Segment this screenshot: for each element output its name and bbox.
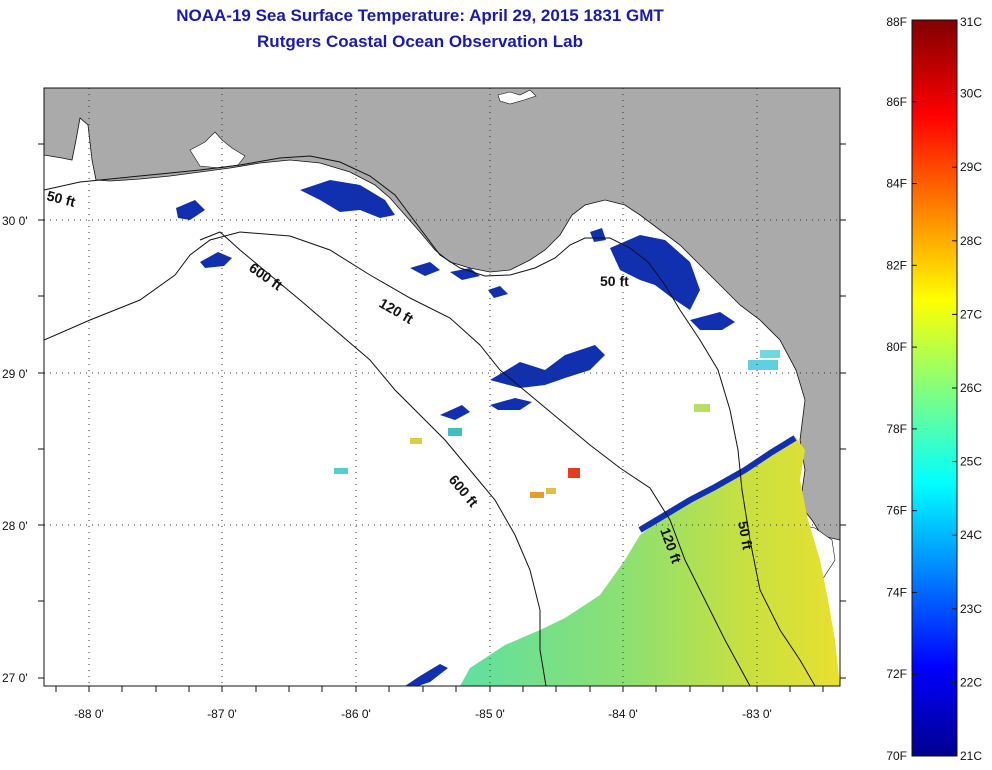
colorbar-c-label: 25C bbox=[960, 455, 982, 469]
lon-label-88: -88 0' bbox=[74, 707, 104, 721]
colorbar-f-label: 82F bbox=[886, 258, 907, 272]
lon-label-87: -87 0' bbox=[207, 707, 237, 721]
contour-label-50ft: 50 ft bbox=[45, 187, 77, 210]
bathymetry-contours bbox=[44, 155, 816, 686]
lat-ticks bbox=[38, 143, 846, 679]
lat-label-30: 30 0' bbox=[2, 214, 28, 228]
lat-label-28: 28 0' bbox=[2, 519, 28, 533]
colorbar-celsius-labels: 31C 30C 29C 28C 27C 26C 25C 24C 23C 22C 21C bbox=[960, 15, 982, 763]
colorbar-f-label: 70F bbox=[886, 749, 907, 763]
colorbar-f-label: 76F bbox=[886, 504, 907, 518]
colorbar-c-label: 26C bbox=[960, 381, 982, 395]
colorbar-f-label: 80F bbox=[886, 340, 907, 354]
lat-label-27: 27 0' bbox=[2, 671, 28, 685]
lat-label-29: 29 0' bbox=[2, 367, 28, 381]
colorbar-c-label: 24C bbox=[960, 528, 982, 542]
lon-ticks bbox=[55, 686, 824, 692]
colorbar-c-label: 28C bbox=[960, 234, 982, 248]
island bbox=[497, 89, 537, 105]
colorbar-f-label: 74F bbox=[886, 585, 907, 599]
colorbar-c-label: 31C bbox=[960, 15, 982, 29]
colorbar-f-label: 78F bbox=[886, 422, 907, 436]
colorbar-c-label: 22C bbox=[960, 675, 982, 689]
colorbar bbox=[911, 19, 958, 757]
colorbar-c-label: 29C bbox=[960, 160, 982, 174]
bay bbox=[189, 131, 246, 169]
colorbar-f-label: 84F bbox=[886, 177, 907, 191]
colorbar-c-label: 30C bbox=[960, 87, 982, 101]
cold-front-edge bbox=[638, 435, 797, 533]
colorbar-ticks bbox=[912, 19, 957, 757]
map-frame bbox=[43, 87, 841, 687]
lon-label-84: -84 0' bbox=[608, 707, 638, 721]
colorbar-fahrenheit-labels: 88F 86F 84F 82F 80F 78F 76F 74F 72F 70F bbox=[886, 15, 907, 763]
colorbar-f-label: 88F bbox=[886, 15, 907, 29]
speckles bbox=[334, 350, 780, 498]
land-area bbox=[44, 88, 840, 541]
colorbar-c-label: 27C bbox=[960, 307, 982, 321]
chart-title: NOAA-19 Sea Surface Temperature: April 2… bbox=[176, 6, 664, 25]
graticule bbox=[44, 88, 840, 686]
warm-water-region bbox=[460, 436, 840, 686]
lon-label-85: -85 0' bbox=[475, 707, 505, 721]
colorbar-c-label: 23C bbox=[960, 602, 982, 616]
contour-label-50ft-big-bend: 50 ft bbox=[600, 273, 629, 289]
colorbar-f-label: 86F bbox=[886, 95, 907, 109]
colorbar-f-label: 72F bbox=[886, 667, 907, 681]
cold-patches bbox=[176, 180, 735, 686]
colorbar-c-label: 21C bbox=[960, 749, 982, 763]
contour-label-50ft-south: 50 ft bbox=[735, 520, 756, 551]
chart-subtitle: Rutgers Coastal Ocean Observation Lab bbox=[257, 32, 583, 51]
lon-label-83: -83 0' bbox=[742, 707, 772, 721]
lon-label-86: -86 0' bbox=[341, 707, 371, 721]
